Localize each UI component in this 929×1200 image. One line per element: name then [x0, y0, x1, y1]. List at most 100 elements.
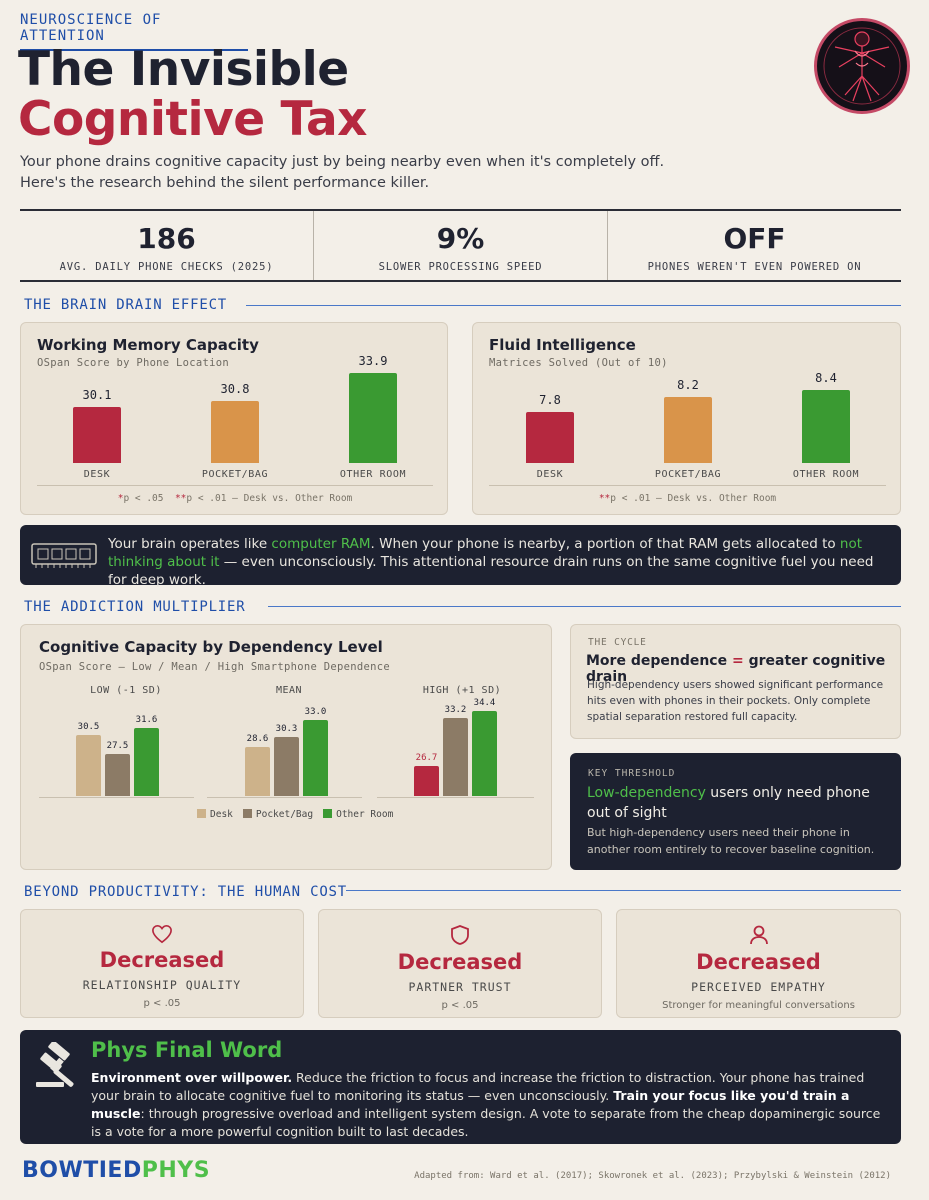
category-label: DESK — [536, 469, 564, 480]
stat-label: AVG. DAILY PHONE CHECKS (2025) — [59, 261, 274, 273]
stat-value: 9% — [436, 222, 485, 255]
chart-footnote: **p < .01 — Desk vs. Other Room — [598, 493, 777, 504]
heart-icon — [21, 924, 303, 948]
chart-subtitle: OSpan Score — Low / Mean / High Smartpho… — [39, 661, 390, 673]
category-label: POCKET/BAG — [654, 469, 722, 480]
human-cost-value: Decreased — [99, 948, 225, 972]
group-label: LOW (-1 SD) — [90, 685, 162, 696]
stat-label: SLOWER PROCESSING SPEED — [378, 261, 543, 273]
bar-desk — [245, 747, 270, 796]
ram-chip-icon — [30, 540, 98, 574]
bar-value-label: 34.4 — [473, 698, 496, 708]
human-cost-empathy: Decreased PERCEIVED EMPATHY Stronger for… — [616, 909, 901, 1018]
final-word-title: Phys Final Word — [91, 1038, 283, 1062]
ram-insight-box: Your brain operates like computer RAM. W… — [20, 525, 901, 588]
legend-other-room: Other Room — [323, 809, 393, 820]
human-cost-sub: p < .05 — [441, 1000, 479, 1011]
stat-daily-checks: 186 AVG. DAILY PHONE CHECKS (2025) — [20, 211, 314, 280]
bar-desk — [76, 735, 101, 796]
section-divider — [346, 890, 901, 891]
category-label: POCKET/BAG — [201, 469, 269, 480]
human-cost-value: Decreased — [397, 950, 523, 974]
legend-desk: Desk — [197, 809, 233, 820]
bar-other-room — [349, 373, 397, 463]
human-cost-relationship: Decreased RELATIONSHIP QUALITY p < .05 — [20, 909, 304, 1018]
chart-baseline — [39, 797, 194, 798]
chart-footnote: *p < .05 **p < .01 — Desk vs. Other Room — [117, 493, 353, 504]
stat-value: OFF — [723, 222, 786, 255]
section-heading-addiction: THE ADDICTION MULTIPLIER — [24, 599, 246, 615]
bar-other-room — [802, 390, 850, 463]
bar-pocket-bag — [664, 397, 712, 463]
section-divider — [246, 305, 901, 306]
cycle-body: High-dependency users showed significant… — [587, 679, 884, 723]
gavel-icon — [34, 1040, 84, 1094]
bar-value-label: 7.8 — [539, 393, 561, 407]
bar-value-label: 8.4 — [815, 371, 837, 385]
bar-desk — [414, 766, 439, 796]
brand-logo: BOWTIEDPHYS — [22, 1158, 211, 1183]
bar-value-label: 30.5 — [77, 722, 100, 733]
threshold-body: But high-dependency users need their pho… — [587, 826, 875, 856]
chart-subtitle: Matrices Solved (Out of 10) — [489, 357, 668, 369]
shield-icon — [319, 924, 601, 950]
dependency-chart: LOW (-1 SD) 30.5 27.5 31.6 MEAN 28.6 30.3 33.0 H… — [21, 625, 553, 871]
bar-value-label: 33.9 — [358, 354, 388, 368]
bar-desk — [526, 412, 574, 463]
fluid-intelligence-chart: 7.8 DESK 8.2 POCKET/BAG 8.4 OTHER ROOM — [473, 323, 902, 516]
bar-other-room — [134, 728, 159, 796]
group-label: MEAN — [275, 685, 303, 696]
chart-baseline — [207, 797, 362, 798]
page-subtitle: Your phone drains cognitive capacity jus… — [20, 154, 665, 191]
chart-baseline — [489, 485, 886, 486]
cycle-card: THE CYCLE More dependence = greater cogn… — [570, 624, 901, 739]
bar-other-room — [472, 711, 497, 796]
chart-legend: Desk Pocket/Bag Other Room — [197, 809, 393, 820]
section-heading-human-cost: BEYOND PRODUCTIVITY: THE HUMAN COST — [24, 884, 348, 900]
stat-processing-speed: 9% SLOWER PROCESSING SPEED — [314, 211, 608, 280]
bar-pocket-bag — [443, 718, 468, 796]
human-cost-label: PARTNER TRUST — [408, 980, 512, 994]
bar-value-label: 30.1 — [82, 388, 112, 402]
human-cost-label: PERCEIVED EMPATHY — [691, 980, 826, 994]
cycle-title: More dependence = greater cognitive drai… — [586, 653, 886, 685]
bar-pocket-bag — [274, 736, 299, 796]
bar-value-label: 30.8 — [220, 381, 250, 396]
human-cost-value: Decreased — [696, 950, 821, 974]
bar-value-label: 27.5 — [106, 741, 129, 751]
bar-value-label: 31.6 — [135, 715, 158, 726]
bar-value-label: 30.3 — [275, 723, 298, 734]
human-cost-sub: Stronger for meaningful conversations — [662, 1000, 855, 1011]
stats-strip: 186 AVG. DAILY PHONE CHECKS (2025) 9% SL… — [20, 209, 901, 282]
bar-value-label: 33.2 — [444, 705, 467, 716]
chart-title: Cognitive Capacity by Dependency Level — [39, 638, 383, 656]
bar-value-label: 26.7 — [415, 753, 438, 763]
bar-pocket-bag — [211, 400, 259, 463]
threshold-kicker: KEY THRESHOLD — [588, 768, 676, 779]
bar-value-label: 28.6 — [246, 734, 269, 745]
chart-subtitle: OSpan Score by Phone Location — [37, 357, 230, 369]
threshold-box: KEY THRESHOLD Low-dependency users only … — [570, 753, 901, 870]
category-label: OTHER ROOM — [792, 469, 860, 480]
category-label: OTHER ROOM — [339, 469, 407, 480]
final-word-body: Environment over willpower. Reduce the f… — [91, 1070, 881, 1139]
human-cost-label: RELATIONSHIP QUALITY — [82, 978, 242, 992]
cycle-kicker: THE CYCLE — [588, 637, 647, 648]
section-heading-brain-drain: THE BRAIN DRAIN EFFECT — [24, 297, 228, 313]
stat-powered-off: OFF PHONES WEREN'T EVEN POWERED ON — [608, 211, 901, 280]
dependency-card: Cognitive Capacity by Dependency Level O… — [20, 624, 552, 870]
chart-title: Fluid Intelligence — [489, 336, 636, 354]
stat-label: PHONES WEREN'T EVEN POWERED ON — [647, 261, 862, 273]
legend-pocket: Pocket/Bag — [242, 809, 313, 820]
citation: Adapted from: Ward et al. (2017); Skowro… — [414, 1171, 891, 1181]
fluid-intelligence-card: Fluid Intelligence Matrices Solved (Out … — [472, 322, 901, 515]
section-divider — [268, 606, 901, 607]
chart-title: Working Memory Capacity — [37, 336, 259, 354]
threshold-title: Low-dependency users only need phone out… — [587, 785, 870, 821]
page-title-line1: The Invisible — [18, 42, 349, 97]
stat-value: 186 — [137, 222, 196, 255]
working-memory-card: Working Memory Capacity OSpan Score by P… — [20, 322, 448, 515]
working-memory-chart: 30.1 DESK 30.8 POCKET/BAG 33.9 OTHER ROOM — [21, 323, 449, 516]
bar-pocket-bag — [105, 754, 130, 796]
person-icon — [617, 924, 900, 950]
